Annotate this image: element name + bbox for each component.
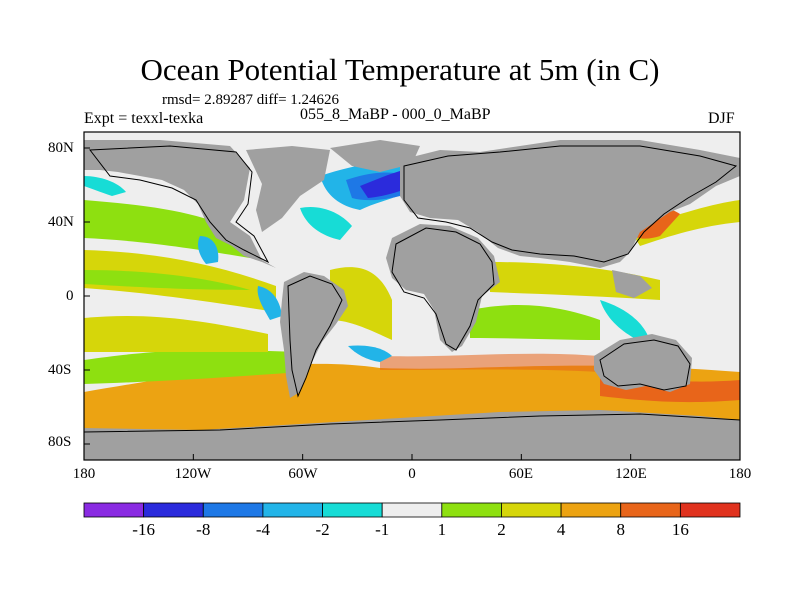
colorbar-swatch — [620, 502, 681, 518]
colorbar-swatch — [679, 502, 741, 518]
colorbar-label: 16 — [671, 520, 689, 539]
lon-label-180e: 180 — [728, 466, 752, 482]
field-peru-current-cyan — [257, 286, 282, 320]
field-south-indian-green — [470, 305, 600, 340]
field-california-current-cyan — [198, 236, 219, 264]
season-label: DJF — [708, 110, 735, 127]
map-title: Ocean Potential Temperature at 5m (in C) — [140, 52, 660, 87]
colorbar-swatch — [202, 502, 264, 518]
land-eurasia — [400, 140, 740, 268]
coastline-antarctica — [84, 413, 740, 433]
land-maritime-continent — [612, 270, 652, 298]
coastline-south-america — [287, 275, 343, 398]
coastline-eurasia — [403, 145, 738, 263]
colorbar-swatch — [501, 502, 562, 518]
temperature-anomaly-fields — [84, 160, 740, 440]
field-south-pacific-green — [84, 349, 300, 384]
colorbar-label: 8 — [616, 520, 625, 539]
colorbar — [83, 502, 741, 518]
lat-label-40n: 40N — [48, 214, 74, 230]
colorbar-label: 2 — [497, 520, 506, 539]
lon-label-60e: 60E — [508, 466, 534, 482]
field-equatorial-pacific-green — [84, 270, 250, 290]
rmsd-diff-stats: rmsd= 2.89287 diff= 1.24626 — [162, 92, 340, 108]
land-antarctica — [84, 410, 740, 460]
land-north-america — [84, 140, 276, 268]
field-indonesia-teal — [600, 300, 648, 338]
land-south-america — [280, 272, 348, 398]
colorbar-label: 1 — [437, 520, 447, 539]
colorbar-swatch — [560, 502, 622, 518]
experiment-label: Expt = texxl-texka — [84, 110, 204, 127]
coastline-north-america — [89, 145, 270, 264]
colorbar-swatch — [441, 502, 502, 518]
colorbar-swatch — [262, 502, 323, 518]
land-greenland — [330, 140, 420, 172]
field-south-pacific-yellow — [84, 315, 268, 352]
field-south-atlantic-cyan — [348, 345, 392, 362]
lat-label-80n: 80N — [48, 140, 74, 156]
colorbar-label: -8 — [196, 520, 211, 539]
coastlines — [84, 145, 740, 433]
colorbar-swatch — [143, 502, 204, 518]
land-canada-east — [246, 146, 330, 232]
colorbar-label: -16 — [132, 520, 155, 539]
lat-label-40s: 40S — [48, 362, 72, 378]
land-mask — [84, 140, 740, 460]
field-bering-teal — [84, 176, 126, 196]
coastline-africa — [391, 227, 495, 351]
field-tropical-atlantic-yellow — [330, 267, 392, 340]
colorbar-label: 4 — [556, 520, 566, 539]
latitude-tick-marks — [84, 147, 90, 445]
lon-label-120e: 120E — [615, 466, 647, 482]
lon-label-0: 0 — [408, 466, 416, 482]
colorbar-swatch — [83, 502, 145, 518]
period-label: 055_8_MaBP - 000_0_MaBP — [300, 106, 491, 123]
field-gulf-stream-teal — [300, 206, 352, 240]
colorbar-label: -2 — [315, 520, 330, 539]
coastline-australia — [599, 339, 691, 391]
colorbar-swatch — [381, 502, 443, 518]
land-australia — [594, 334, 692, 392]
lon-label-60w: 60W — [288, 466, 318, 482]
map-plot-area — [84, 132, 740, 460]
field-south-atlantic-indian-orange — [380, 353, 600, 372]
colorbar-label: -4 — [255, 520, 270, 539]
lat-label-equator: 0 — [66, 288, 74, 304]
lon-label-180w: 180 — [72, 466, 96, 482]
longitude-tick-marks — [83, 454, 741, 460]
colorbar-swatch — [322, 502, 383, 518]
colorbar-label: -1 — [375, 520, 390, 539]
lat-label-80s: 80S — [48, 434, 72, 450]
lon-label-120w: 120W — [174, 466, 212, 482]
